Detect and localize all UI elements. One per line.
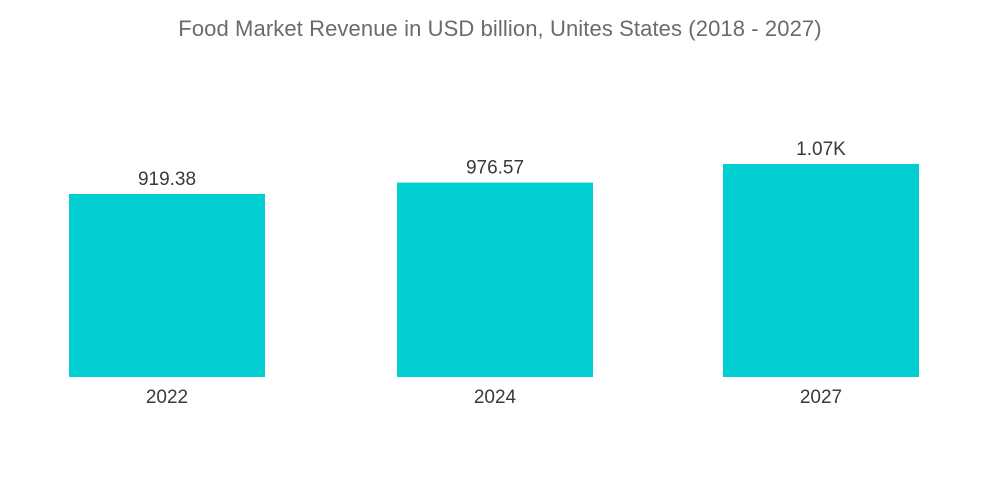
bar-2024 (397, 182, 593, 377)
bar-2027 (723, 164, 919, 377)
data-label-2022: 919.38 (138, 169, 196, 190)
bars-layer (69, 164, 919, 377)
chart-title: Food Market Revenue in USD billion, Unit… (178, 16, 822, 41)
x-tick-label-2022: 2022 (146, 387, 188, 408)
x-axis-ticks: 2022 2024 2027 (146, 387, 842, 408)
data-label-2027: 1.07K (796, 139, 846, 160)
data-label-2024: 976.57 (466, 158, 524, 179)
bar-2022 (69, 193, 265, 377)
x-tick-label-2027: 2027 (800, 387, 842, 408)
x-tick-label-2024: 2024 (474, 387, 517, 408)
data-labels-layer: 919.38 976.57 1.07K (138, 139, 846, 190)
